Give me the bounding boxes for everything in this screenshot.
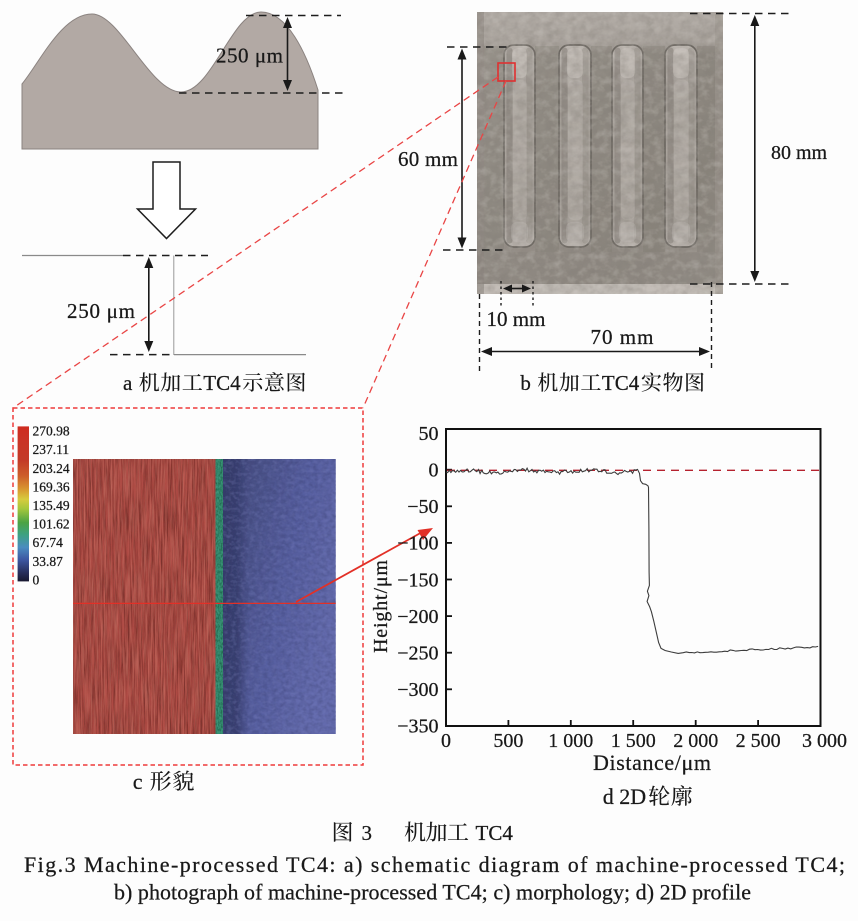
svg-text:3: 3	[362, 821, 373, 845]
svg-text:TC4: TC4	[476, 821, 514, 845]
svg-text:−350: −350	[397, 716, 438, 738]
svg-text:−150: −150	[397, 569, 438, 591]
svg-text:2 000: 2 000	[673, 730, 718, 752]
svg-text:500: 500	[493, 730, 523, 752]
svg-text:c: c	[133, 769, 143, 794]
svg-text:3 000: 3 000	[802, 730, 847, 752]
svg-text:203.24: 203.24	[33, 461, 70, 476]
svg-text:237.11: 237.11	[33, 442, 70, 457]
svg-text:135.49: 135.49	[33, 498, 70, 513]
svg-text:169.36: 169.36	[33, 479, 70, 494]
svg-text:b: b	[520, 371, 531, 395]
svg-text:250 μm: 250 μm	[67, 299, 135, 323]
svg-text:50: 50	[419, 423, 439, 445]
svg-text:Height/μm: Height/μm	[370, 560, 392, 653]
svg-text:0: 0	[33, 572, 40, 587]
svg-text:Distance/μm: Distance/μm	[593, 750, 711, 775]
svg-text:−50: −50	[407, 496, 438, 518]
svg-text:−300: −300	[397, 679, 438, 701]
svg-text:0: 0	[441, 730, 451, 752]
svg-text:270.98: 270.98	[33, 424, 70, 439]
svg-text:1 500: 1 500	[611, 730, 656, 752]
svg-text:70 mm: 70 mm	[591, 325, 654, 349]
svg-text:−200: −200	[397, 606, 438, 628]
svg-text:Fig.3 Machine-processed TC4: a: Fig.3 Machine-processed TC4: a) schemati…	[24, 852, 845, 877]
svg-text:TC4: TC4	[203, 371, 241, 395]
svg-text:33.87: 33.87	[33, 554, 64, 569]
svg-text:250 μm: 250 μm	[216, 44, 283, 68]
svg-text:b) photograph of machine-proce: b) photograph of machine-processed TC4; …	[114, 880, 751, 905]
svg-text:d 2D: d 2D	[603, 784, 646, 809]
svg-text:−100: −100	[397, 533, 438, 555]
svg-text:−250: −250	[397, 643, 438, 665]
svg-text:a: a	[123, 371, 133, 395]
svg-text:0: 0	[429, 460, 439, 482]
svg-text:TC4: TC4	[602, 371, 640, 395]
svg-text:60 mm: 60 mm	[398, 147, 458, 171]
svg-text:101.62: 101.62	[33, 517, 70, 532]
svg-text:2 500: 2 500	[736, 730, 781, 752]
svg-text:67.74: 67.74	[33, 535, 64, 550]
svg-text:1 000: 1 000	[548, 730, 593, 752]
svg-text:80 mm: 80 mm	[771, 142, 828, 164]
svg-text:10 mm: 10 mm	[487, 307, 546, 331]
